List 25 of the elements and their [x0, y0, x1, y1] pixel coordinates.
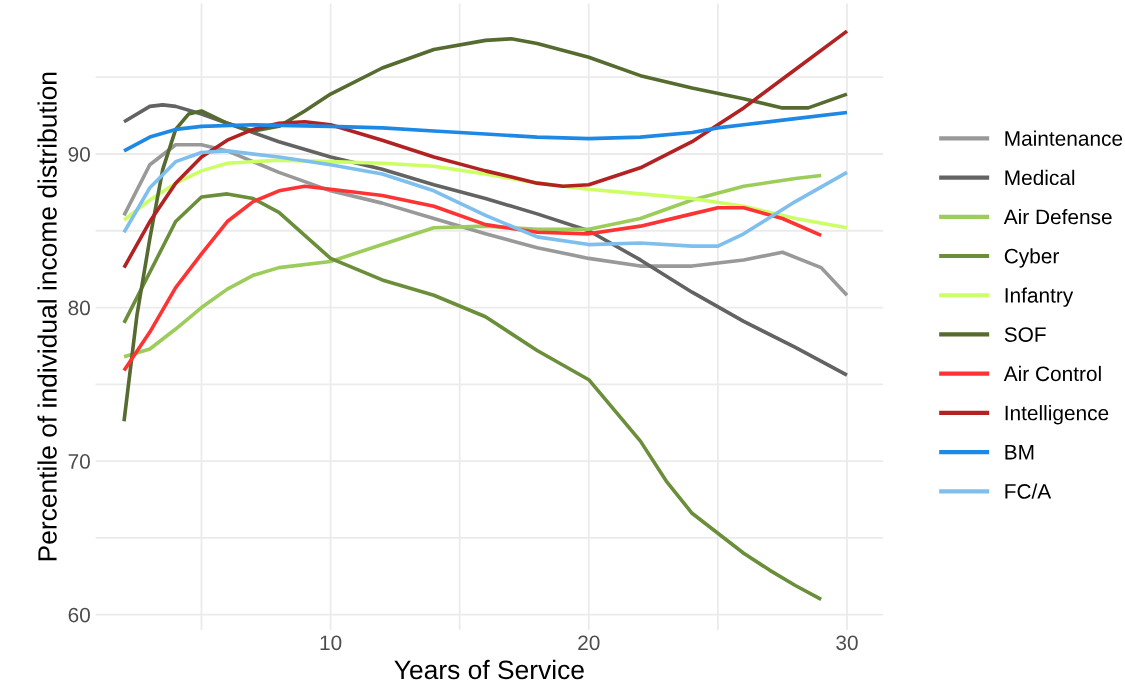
line-series: [122, 29, 849, 270]
legend-label: BM: [1005, 445, 1034, 460]
x-tick-label: 10: [320, 635, 342, 651]
legend-label: FC/A: [1005, 483, 1052, 499]
legend-label: Infantry: [1005, 287, 1074, 307]
legend-label: Maintenance: [1005, 130, 1123, 146]
line-series: [122, 192, 823, 602]
line-series: [122, 142, 849, 298]
legend-label: Air Control: [1003, 365, 1101, 382]
line-series: [122, 110, 849, 153]
legend-label: Cyber: [1004, 248, 1059, 268]
y-tick-label: 80: [68, 300, 90, 316]
legend-label: Intelligence: [1005, 405, 1109, 425]
legend-label: SOF: [1004, 327, 1046, 342]
x-tick-label: 20: [578, 635, 600, 651]
y-tick-label: 60: [68, 607, 90, 623]
y-tick-label: 90: [68, 146, 90, 162]
line-series: [122, 37, 849, 423]
legend-label: Air Defense: [1003, 209, 1112, 225]
x-axis-title: Years of Service: [394, 659, 584, 680]
legend-label: Medical: [1005, 169, 1075, 186]
y-axis-title: Percentile of individual income distribution: [37, 72, 57, 561]
x-tick-label: 30: [836, 635, 858, 651]
line-series: [122, 149, 849, 248]
y-tick-label: 70: [68, 454, 90, 469]
